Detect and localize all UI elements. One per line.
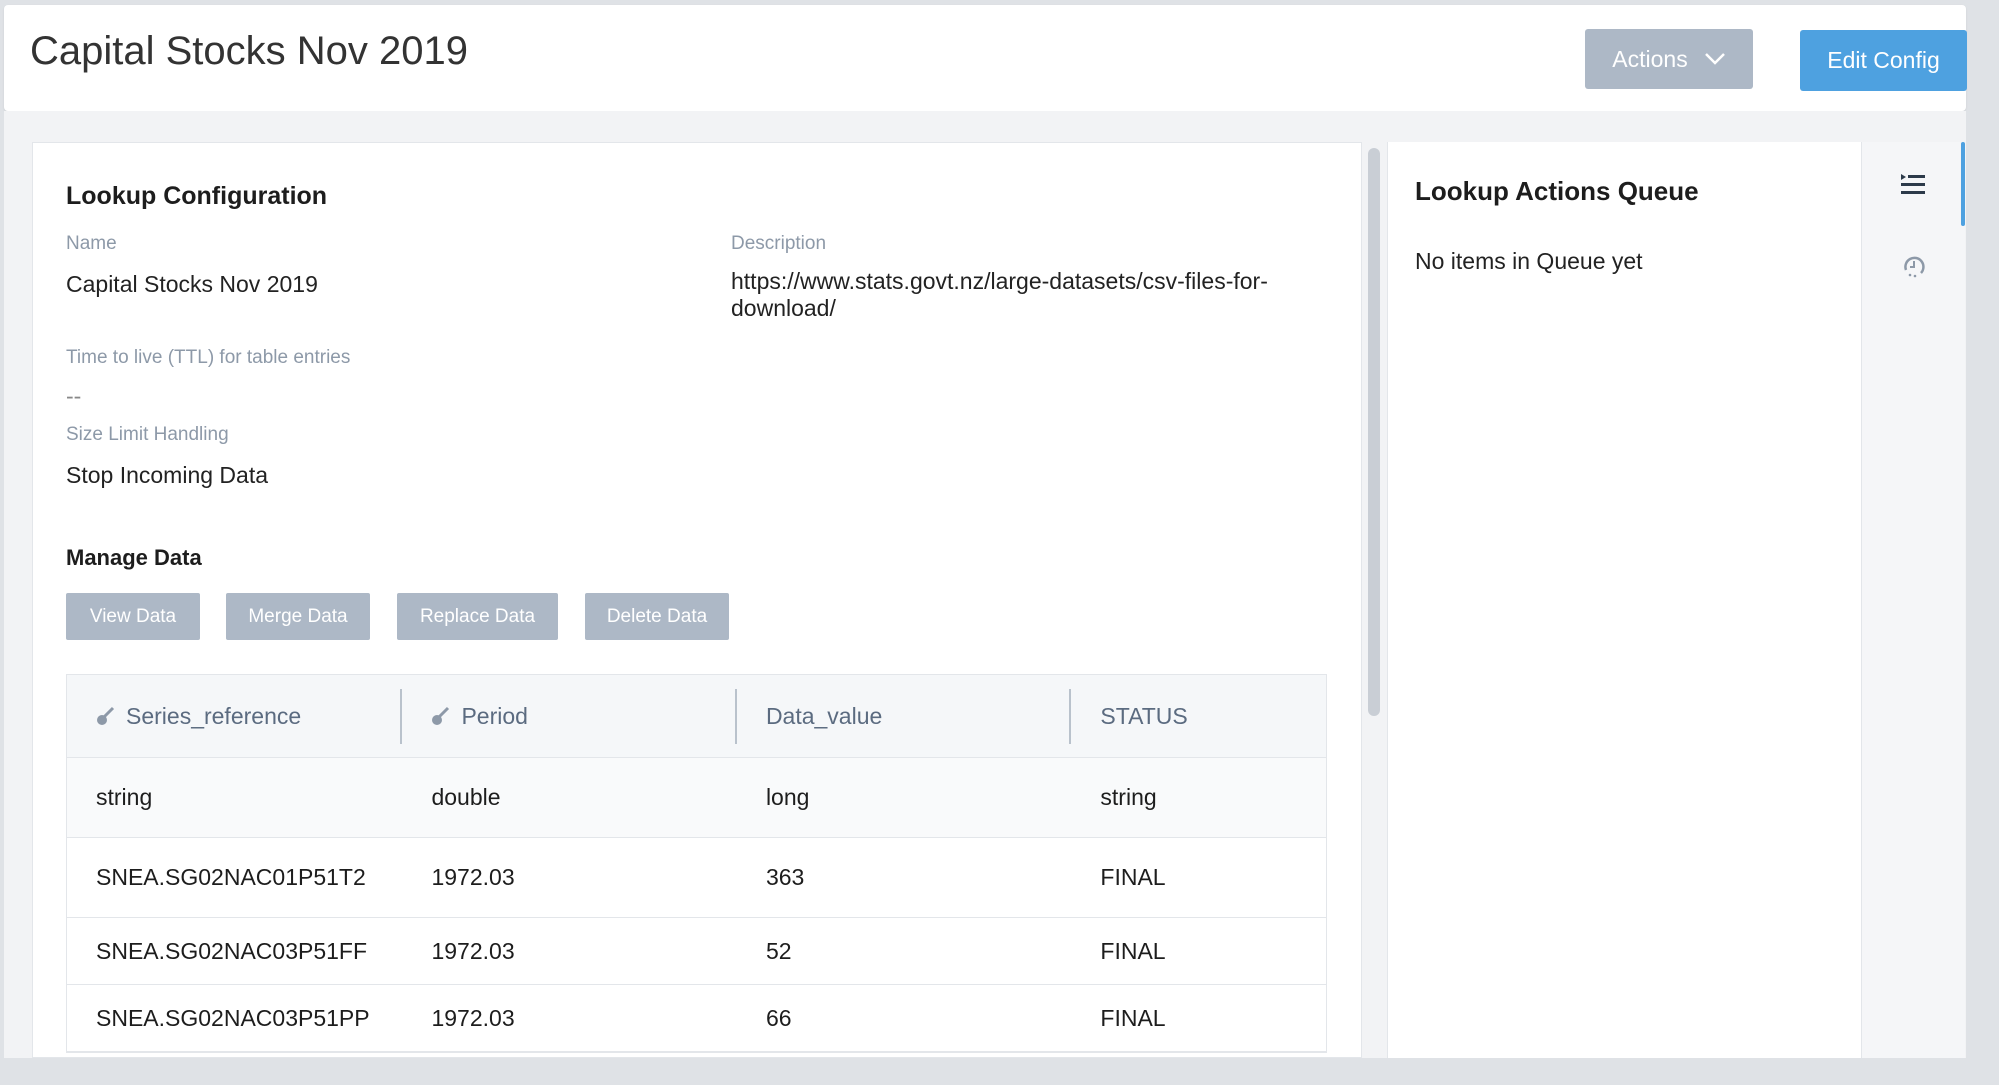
- cell: 52: [765, 937, 792, 964]
- edit-config-button[interactable]: Edit Config: [1800, 30, 1967, 91]
- side-icon-bar: [1861, 142, 1965, 1058]
- size-limit-value: Stop Incoming Data: [66, 462, 269, 488]
- cell: 1972.03: [431, 937, 515, 964]
- cell: 66: [765, 1004, 792, 1031]
- page-title: Capital Stocks Nov 2019: [30, 29, 469, 73]
- cell: FINAL: [1100, 1004, 1166, 1031]
- name-label: Name: [66, 233, 117, 254]
- ttl-label: Time to live (TTL) for table entries: [66, 347, 351, 368]
- column-label: Data_value: [765, 702, 883, 729]
- active-tab-indicator: [1961, 142, 1965, 226]
- actions-label: Actions: [1612, 45, 1688, 72]
- cell: FINAL: [1100, 864, 1166, 890]
- bottom-edge: [0, 1058, 1999, 1085]
- cell: SNEA.SG02NAC01P51T2: [96, 864, 366, 890]
- type-cell: long: [765, 784, 810, 810]
- column-label: Period: [461, 702, 528, 729]
- key-icon: [97, 706, 115, 725]
- config-heading: Lookup Configuration: [66, 182, 328, 210]
- cell: SNEA.SG02NAC03P51FF: [96, 937, 368, 964]
- lookup-actions-queue-panel: Lookup Actions Queue No items in Queue y…: [1387, 142, 1861, 1058]
- cell: FINAL: [1100, 937, 1166, 964]
- table-row: SNEA.SG02NAC01P51T2 1972.03 363 FINAL: [67, 838, 1326, 918]
- column-header-data-value[interactable]: Data_value: [737, 688, 1072, 744]
- type-cell: string: [1100, 784, 1157, 810]
- column-header-period[interactable]: Period: [402, 688, 737, 744]
- cell: 363: [765, 864, 805, 890]
- key-icon: [432, 706, 450, 725]
- ttl-value: --: [66, 383, 82, 409]
- cell: 1972.03: [431, 1004, 515, 1031]
- description-label: Description: [731, 233, 827, 254]
- history-icon[interactable]: [1902, 254, 1926, 278]
- column-label: Series_reference: [126, 702, 302, 729]
- queue-heading: Lookup Actions Queue: [1415, 176, 1699, 206]
- replace-data-button[interactable]: Replace Data: [397, 593, 558, 640]
- name-value: Capital Stocks Nov 2019: [66, 271, 318, 297]
- table-row: SNEA.SG02NAC03P51FF 1972.03 52 FINAL: [67, 918, 1326, 985]
- type-cell: double: [431, 784, 501, 810]
- type-cell: string: [96, 784, 153, 810]
- manage-data-heading: Manage Data: [66, 545, 202, 570]
- size-limit-label: Size Limit Handling: [66, 424, 229, 445]
- chevron-down-icon: [1704, 53, 1725, 65]
- data-table: Series_reference Period Data_value STATU…: [66, 674, 1327, 1053]
- view-data-button[interactable]: View Data: [66, 593, 200, 640]
- column-header-status[interactable]: STATUS: [1071, 689, 1326, 744]
- delete-data-button[interactable]: Delete Data: [585, 593, 729, 640]
- table-row: SNEA.SG02NAC03P51PP 1972.03 66 FINAL: [67, 985, 1326, 1052]
- scrollbar[interactable]: [1368, 148, 1380, 716]
- column-header-series-reference[interactable]: Series_reference: [67, 688, 403, 744]
- list-queue-icon[interactable]: [1900, 172, 1926, 196]
- cell: SNEA.SG02NAC03P51PP: [96, 1004, 370, 1031]
- cell: 1972.03: [431, 864, 515, 890]
- column-label: STATUS: [1100, 702, 1188, 729]
- table-header: Series_reference Period Data_value STATU…: [67, 675, 1326, 758]
- queue-empty-message: No items in Queue yet: [1415, 248, 1643, 274]
- actions-dropdown-button[interactable]: Actions: [1585, 29, 1753, 89]
- merge-data-button[interactable]: Merge Data: [226, 593, 370, 640]
- type-row: string double long string: [67, 758, 1326, 838]
- description-value: https://www.stats.govt.nz/large-datasets…: [731, 268, 1268, 321]
